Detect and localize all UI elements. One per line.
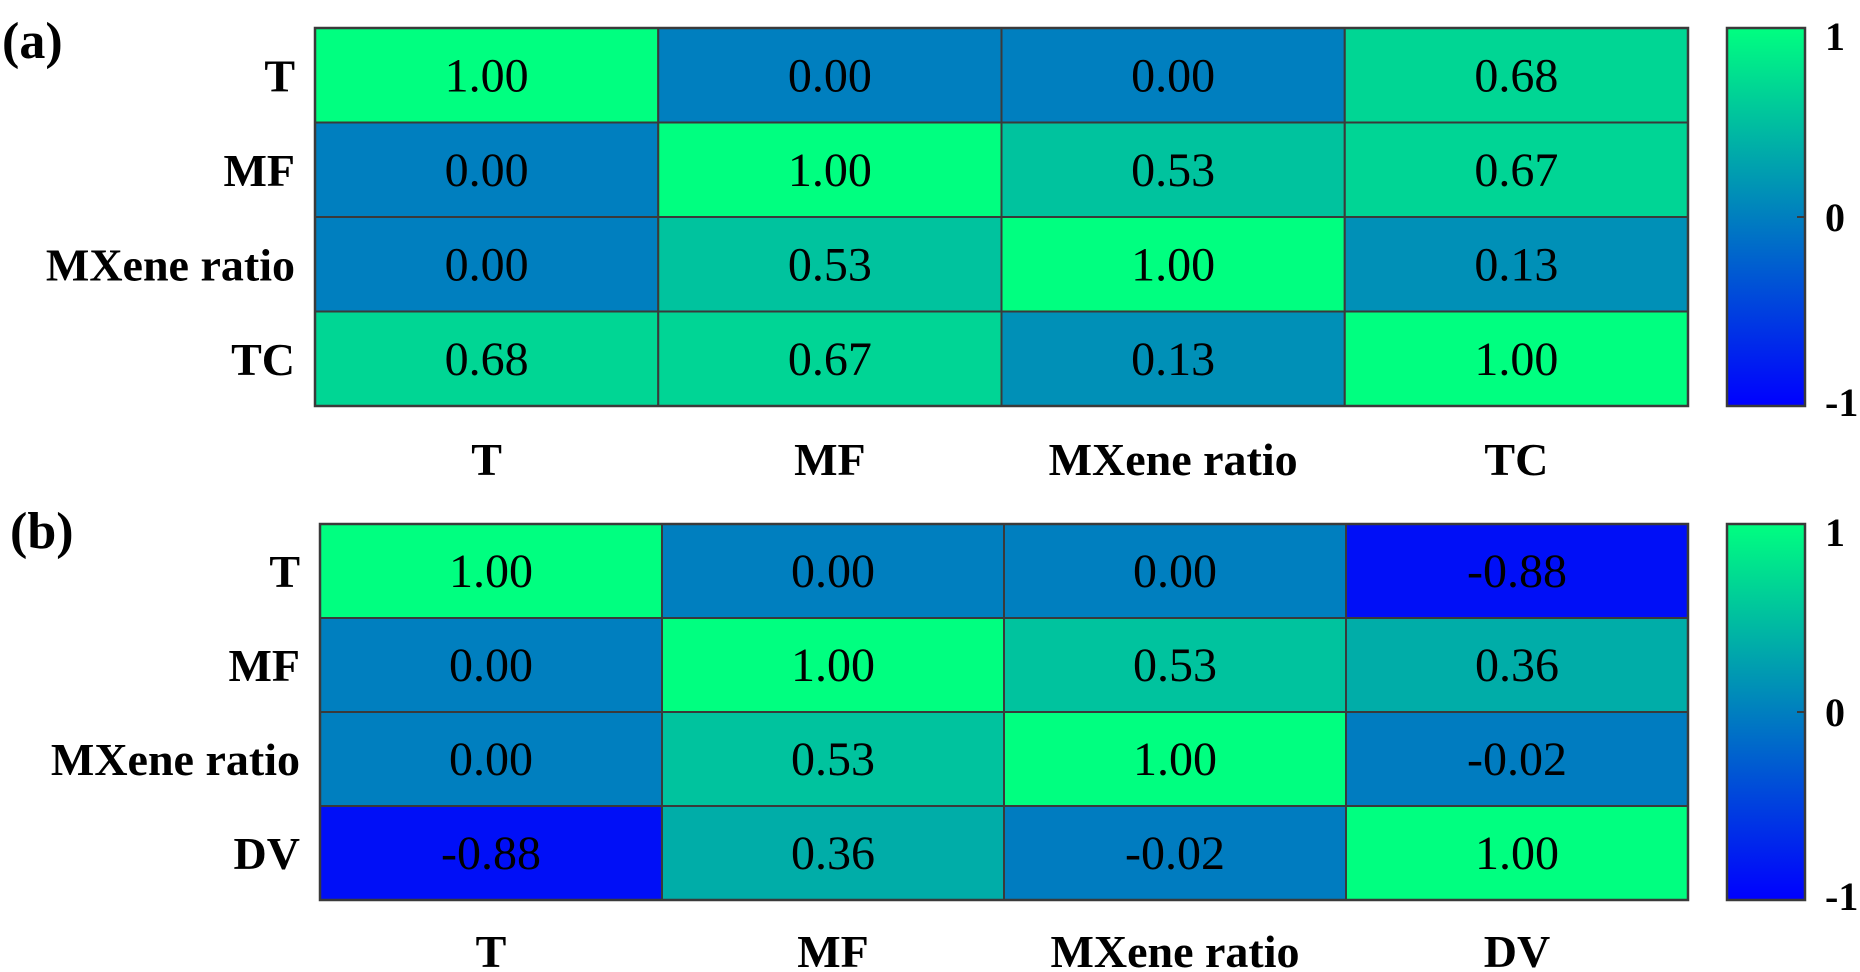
column-label: MXene ratio [1050, 926, 1299, 972]
row-label: TC [231, 334, 295, 385]
row-label: MXene ratio [51, 734, 300, 785]
cell-value-label: 0.68 [1474, 49, 1558, 102]
cell-value-label: 0.53 [788, 238, 872, 291]
heatmap-cell [314, 27, 660, 124]
cell-value-label: 1.00 [449, 545, 533, 598]
colorbar-tick-label: 1 [1825, 510, 1845, 555]
heatmap-cell [661, 711, 1005, 807]
cell-value-label: 1.00 [1133, 733, 1217, 786]
cell-value-label: 0.36 [1475, 639, 1559, 692]
colorbar-tick-label: 0 [1825, 690, 1845, 735]
cell-value-label: 1.00 [445, 49, 529, 102]
cell-value-label: 1.00 [1131, 238, 1215, 291]
cell-value-label: 0.36 [791, 827, 875, 880]
cell-value-label: 0.00 [788, 49, 872, 102]
cell-value-label: 1.00 [791, 639, 875, 692]
column-label: TC [1484, 434, 1548, 485]
column-label: MF [794, 434, 866, 485]
heatmap-cell [1343, 27, 1689, 124]
cell-value-label: 0.00 [445, 238, 529, 291]
heatmap-cell [1343, 121, 1689, 218]
column-label: MXene ratio [1049, 434, 1298, 485]
heatmap-cell [1345, 617, 1689, 713]
cell-value-label: 0.00 [791, 545, 875, 598]
row-label: T [269, 546, 300, 597]
row-label: DV [234, 828, 300, 879]
column-label: T [476, 926, 507, 972]
heatmap-cell [1345, 711, 1689, 807]
colorbar-tick-label: 0 [1825, 195, 1845, 240]
column-label: DV [1484, 926, 1550, 972]
cell-value-label: 1.00 [1475, 827, 1559, 880]
heatmap-cell [661, 805, 1005, 901]
heatmap-cell [661, 617, 1005, 713]
row-label: MXene ratio [46, 239, 295, 290]
row-label: T [264, 50, 295, 101]
heatmap-cell [1003, 711, 1347, 807]
heatmap-cell [661, 523, 1005, 619]
cell-value-label: 0.68 [445, 333, 529, 386]
heatmap-cell [314, 121, 660, 218]
heatmap-cell [657, 216, 1003, 313]
column-label: MF [797, 926, 869, 972]
colorbar-tick-label: -1 [1825, 380, 1858, 425]
heatmap-cell [314, 310, 660, 407]
colorbar [1725, 522, 1807, 902]
colorbar [1725, 26, 1807, 408]
cell-value-label: 1.00 [788, 144, 872, 197]
column-label: T [471, 434, 502, 485]
cell-value-label: 0.00 [449, 733, 533, 786]
cell-value-label: 0.00 [1133, 545, 1217, 598]
heatmap-cell [657, 121, 1003, 218]
panel-label: (a) [2, 13, 63, 70]
cell-value-label: 0.67 [1474, 144, 1558, 197]
cell-value-label: 0.00 [445, 144, 529, 197]
heatmap-cell [1003, 523, 1347, 619]
row-label: MF [223, 145, 295, 196]
cell-value-label: 1.00 [1474, 333, 1558, 386]
row-label: MF [228, 640, 300, 691]
cell-value-label: -0.02 [1467, 733, 1567, 786]
cell-value-label: -0.02 [1125, 827, 1225, 880]
heatmap-frame [313, 26, 1690, 408]
cell-value-label: 0.67 [788, 333, 872, 386]
heatmap-cell [657, 310, 1003, 407]
cell-value-label: -0.88 [1467, 545, 1567, 598]
heatmap-frame [318, 522, 1690, 902]
heatmap-cell [319, 617, 663, 713]
heatmap-cell [1343, 310, 1689, 407]
colorbar-tick-label: -1 [1825, 874, 1858, 919]
cell-value-label: 0.53 [1133, 639, 1217, 692]
cell-value-label: 0.13 [1474, 238, 1558, 291]
cell-value-label: 0.53 [791, 733, 875, 786]
cell-value-label: 0.00 [1131, 49, 1215, 102]
heatmap-cell [1345, 523, 1689, 619]
cell-value-label: 0.13 [1131, 333, 1215, 386]
heatmap-cell [1343, 216, 1689, 313]
cell-value-label: 0.00 [449, 639, 533, 692]
cell-value-label: 0.53 [1131, 144, 1215, 197]
colorbar-tick-label: 1 [1825, 14, 1845, 59]
cell-value-label: -0.88 [441, 827, 541, 880]
panel-label: (b) [10, 503, 74, 560]
heatmap-cell [657, 27, 1003, 124]
